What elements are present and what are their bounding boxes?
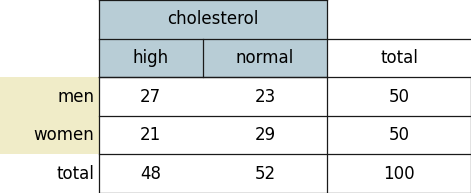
Bar: [327, 0, 471, 39]
Bar: [0, 0, 99, 39]
Bar: [203, 116, 327, 154]
Text: 50: 50: [389, 126, 410, 144]
Bar: [0, 77, 99, 116]
Text: 21: 21: [140, 126, 162, 144]
Text: 50: 50: [389, 87, 410, 106]
Bar: [327, 39, 471, 77]
Bar: [99, 39, 203, 77]
Bar: [99, 116, 203, 154]
Text: cholesterol: cholesterol: [167, 10, 259, 28]
Text: men: men: [57, 87, 94, 106]
Bar: [327, 116, 471, 154]
Bar: [99, 77, 203, 116]
Text: 23: 23: [254, 87, 276, 106]
Text: 100: 100: [383, 165, 415, 183]
Bar: [327, 77, 471, 116]
Bar: [0, 116, 99, 154]
Text: women: women: [33, 126, 94, 144]
Bar: [0, 39, 99, 77]
Text: total: total: [57, 165, 94, 183]
Bar: [203, 0, 327, 39]
Bar: [203, 39, 327, 77]
Bar: [203, 77, 327, 116]
Bar: [99, 154, 203, 193]
Text: 27: 27: [140, 87, 161, 106]
Text: 29: 29: [254, 126, 276, 144]
Bar: [99, 0, 203, 39]
Text: normal: normal: [236, 49, 294, 67]
Text: 52: 52: [254, 165, 276, 183]
Text: high: high: [133, 49, 169, 67]
Bar: [327, 154, 471, 193]
Bar: [203, 154, 327, 193]
Bar: [0, 154, 99, 193]
Text: total: total: [380, 49, 418, 67]
Text: 48: 48: [140, 165, 161, 183]
